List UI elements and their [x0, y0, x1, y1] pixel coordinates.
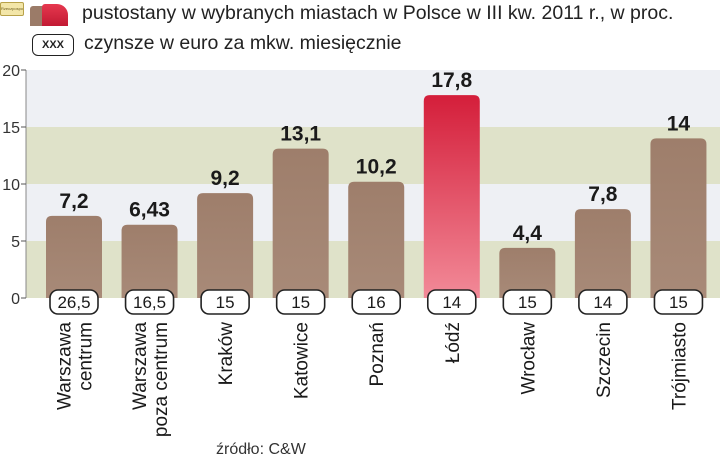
legend-rent-label: czynsze w euro za mkw. miesięcznie — [84, 32, 402, 54]
bar-value-label: 17,8 — [431, 69, 472, 92]
rent-label: 15 — [291, 293, 310, 312]
category-label: Katowice — [292, 322, 313, 399]
category-label: Warszawa poza centrum — [130, 322, 172, 438]
rent-box — [49, 289, 99, 315]
bar-value-label: 4,4 — [513, 222, 543, 245]
rent-label: 14 — [442, 293, 461, 312]
plot-band — [26, 127, 720, 184]
bar-value-label: 13,1 — [280, 123, 321, 146]
category-label: Szczecin — [594, 322, 615, 398]
category-label-line: Warszawa — [130, 322, 151, 410]
category-label-line: Kraków — [216, 322, 237, 386]
category-label-line: Katowice — [292, 322, 313, 399]
bar-value-label: 7,8 — [588, 183, 618, 206]
bar — [574, 209, 631, 298]
y-tick-label: 10 — [2, 177, 20, 194]
rent-label: 15 — [518, 293, 537, 312]
legend-swatch-red — [42, 4, 68, 26]
rent-box — [578, 289, 628, 315]
bar-value-label: 9,2 — [211, 167, 240, 190]
bar — [121, 224, 178, 298]
category-label-line: poza centrum — [151, 322, 172, 437]
bar — [650, 138, 707, 298]
rent-box — [426, 289, 477, 315]
legend-swatch — [30, 4, 70, 26]
category-label-line: Warszawa — [55, 322, 76, 410]
legend-rent-box: XXX — [32, 34, 74, 56]
bar-value-label: 14 — [667, 112, 691, 135]
legend-vacancy-label: pustostany w wybranych miastach w Polsce… — [82, 2, 674, 24]
y-tick-label: 5 — [11, 234, 20, 251]
bar — [272, 148, 329, 298]
category-label: Warszawa centrum — [55, 322, 97, 410]
category-label-line: Wrocław — [518, 322, 539, 395]
category-label: Wrocław — [518, 322, 539, 395]
y-tick-label: 0 — [11, 291, 20, 308]
bar — [499, 247, 556, 298]
category-label: Kraków — [216, 322, 237, 386]
category-label: Łódź — [443, 322, 464, 363]
category-label-line: Szczecin — [594, 322, 615, 398]
category-label: Poznań — [367, 322, 388, 386]
rent-label: 15 — [669, 293, 688, 312]
publisher-logo: Rzeczpospolita — [0, 2, 24, 16]
bar — [348, 181, 405, 298]
source-note: źródło: C&W — [216, 441, 306, 458]
rent-box — [124, 289, 175, 315]
category-label-line: centrum — [76, 322, 97, 391]
bar — [197, 193, 254, 298]
rent-label: 15 — [216, 293, 235, 312]
rent-box — [275, 289, 326, 315]
category-label-line: Łódź — [443, 322, 464, 363]
rent-label: 16,5 — [133, 293, 166, 312]
rent-box — [653, 289, 704, 315]
category-label-line: Poznań — [367, 322, 388, 386]
rent-box — [351, 289, 402, 315]
bar-value-label: 10,2 — [356, 156, 397, 179]
plot-band — [26, 70, 720, 127]
category-label: Trójmiasto — [669, 322, 690, 410]
bar — [423, 95, 480, 298]
bar-value-label: 7,2 — [59, 190, 88, 213]
y-tick-label: 20 — [2, 63, 20, 80]
rent-box — [502, 289, 553, 315]
rent-box — [200, 289, 250, 315]
bar — [46, 215, 102, 298]
rent-label: 16 — [367, 293, 386, 312]
y-tick-label: 15 — [2, 120, 20, 137]
rent-label: 14 — [593, 293, 612, 312]
bar-value-label: 6,43 — [129, 199, 170, 222]
category-label-line: Trójmiasto — [669, 322, 690, 410]
rent-label: 26,5 — [57, 293, 90, 312]
